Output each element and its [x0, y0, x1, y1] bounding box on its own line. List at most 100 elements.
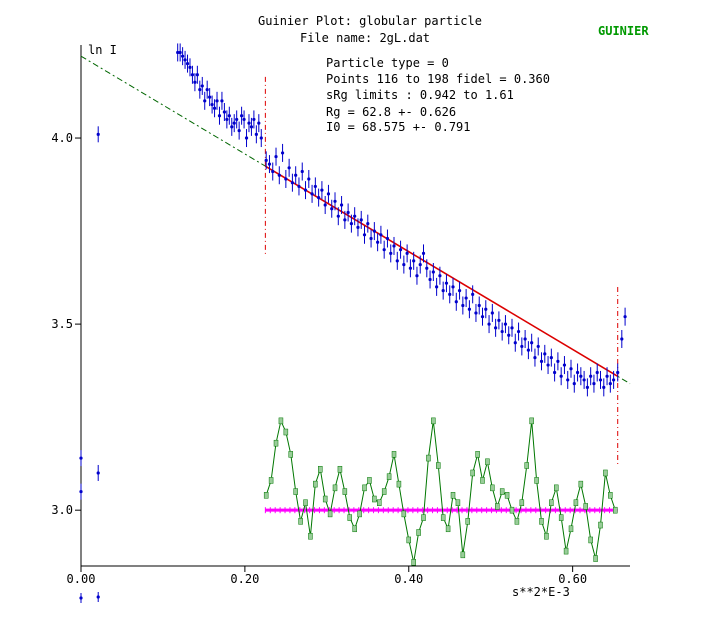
data-point	[185, 62, 190, 66]
data-point	[582, 378, 586, 382]
x-tick-label: 0.00	[67, 572, 96, 586]
data-point	[326, 192, 331, 196]
data-point	[215, 99, 219, 103]
residual-point	[598, 521, 603, 529]
data-point	[346, 210, 350, 215]
data-point	[208, 95, 212, 99]
data-point	[395, 259, 399, 263]
data-point	[585, 385, 589, 389]
data-point	[96, 595, 100, 599]
data-point	[284, 177, 288, 181]
data-point	[405, 251, 409, 255]
data-point	[431, 270, 435, 274]
data-point	[598, 378, 603, 382]
residual-point	[347, 514, 353, 521]
data-point	[623, 315, 627, 319]
data-point	[240, 114, 244, 118]
data-point	[359, 218, 363, 222]
residual-point	[608, 492, 613, 499]
data-point	[235, 117, 239, 122]
data-point	[589, 374, 593, 378]
residual-point	[480, 477, 485, 484]
data-point	[553, 370, 557, 375]
data-point	[274, 155, 278, 159]
residual-point	[278, 417, 284, 425]
residual-point	[613, 506, 618, 514]
y-tick-label: 3.0	[51, 503, 73, 517]
data-point	[303, 188, 308, 192]
residual-point	[426, 454, 431, 462]
residual-point	[401, 510, 407, 518]
data-point	[247, 121, 251, 125]
data-point	[259, 136, 263, 140]
data-point	[336, 214, 340, 218]
data-point	[237, 128, 241, 133]
data-point	[595, 370, 599, 375]
residual-point	[332, 484, 338, 492]
info-i0: I0 = 68.575 +- 0.791	[326, 120, 471, 134]
residual-point	[445, 525, 451, 533]
data-point	[412, 259, 416, 263]
brand-label: GUINIER	[598, 24, 649, 38]
residual-point	[573, 499, 579, 506]
data-point	[244, 136, 249, 140]
residual-point	[283, 428, 289, 436]
data-point	[232, 121, 236, 125]
data-point	[203, 99, 207, 103]
data-point	[294, 173, 298, 177]
residual-point	[519, 499, 525, 506]
residual-point	[499, 488, 505, 495]
data-point	[230, 125, 234, 129]
data-point	[372, 229, 376, 233]
data-point	[520, 344, 524, 349]
data-point	[313, 184, 317, 189]
data-point	[188, 65, 192, 69]
data-point	[257, 121, 261, 125]
residual-point	[372, 495, 377, 503]
data-point	[556, 359, 560, 363]
residual-point	[485, 458, 490, 466]
data-point	[559, 374, 563, 378]
residual-point	[318, 465, 323, 473]
data-point	[549, 356, 553, 360]
data-point	[290, 181, 295, 185]
info-rg: Rg = 62.8 +- 0.626	[326, 105, 456, 119]
data-point	[616, 370, 620, 375]
data-point	[602, 385, 606, 389]
data-point	[605, 374, 609, 378]
residual-point	[298, 518, 303, 525]
residual-point	[588, 536, 593, 544]
data-point	[79, 489, 83, 494]
data-point	[356, 225, 360, 229]
residual-point	[367, 477, 372, 484]
data-point	[366, 222, 370, 226]
data-point	[444, 281, 449, 285]
data-point	[572, 382, 576, 386]
residual-point	[391, 451, 397, 458]
data-point	[317, 195, 321, 200]
data-point	[421, 251, 426, 255]
residual-point	[475, 451, 480, 458]
residual-point	[440, 514, 446, 521]
data-point	[369, 236, 373, 241]
data-point	[330, 207, 334, 211]
data-point	[200, 84, 204, 88]
data-point	[96, 471, 100, 475]
data-point	[566, 378, 570, 382]
residual-point	[558, 514, 564, 521]
data-point	[530, 341, 534, 345]
data-point	[267, 162, 272, 166]
data-point	[389, 251, 393, 255]
residual-point	[313, 480, 318, 488]
data-point	[500, 329, 504, 334]
data-point	[271, 169, 275, 174]
residual-point	[509, 506, 515, 514]
data-point	[176, 50, 180, 55]
residual-point	[386, 473, 392, 480]
data-point	[398, 248, 403, 252]
data-point	[575, 370, 580, 375]
residual-point	[524, 462, 530, 469]
data-point	[79, 456, 83, 460]
data-point	[382, 248, 386, 252]
info-srg-limits: sRg limits : 0.942 to 1.61	[326, 88, 514, 102]
